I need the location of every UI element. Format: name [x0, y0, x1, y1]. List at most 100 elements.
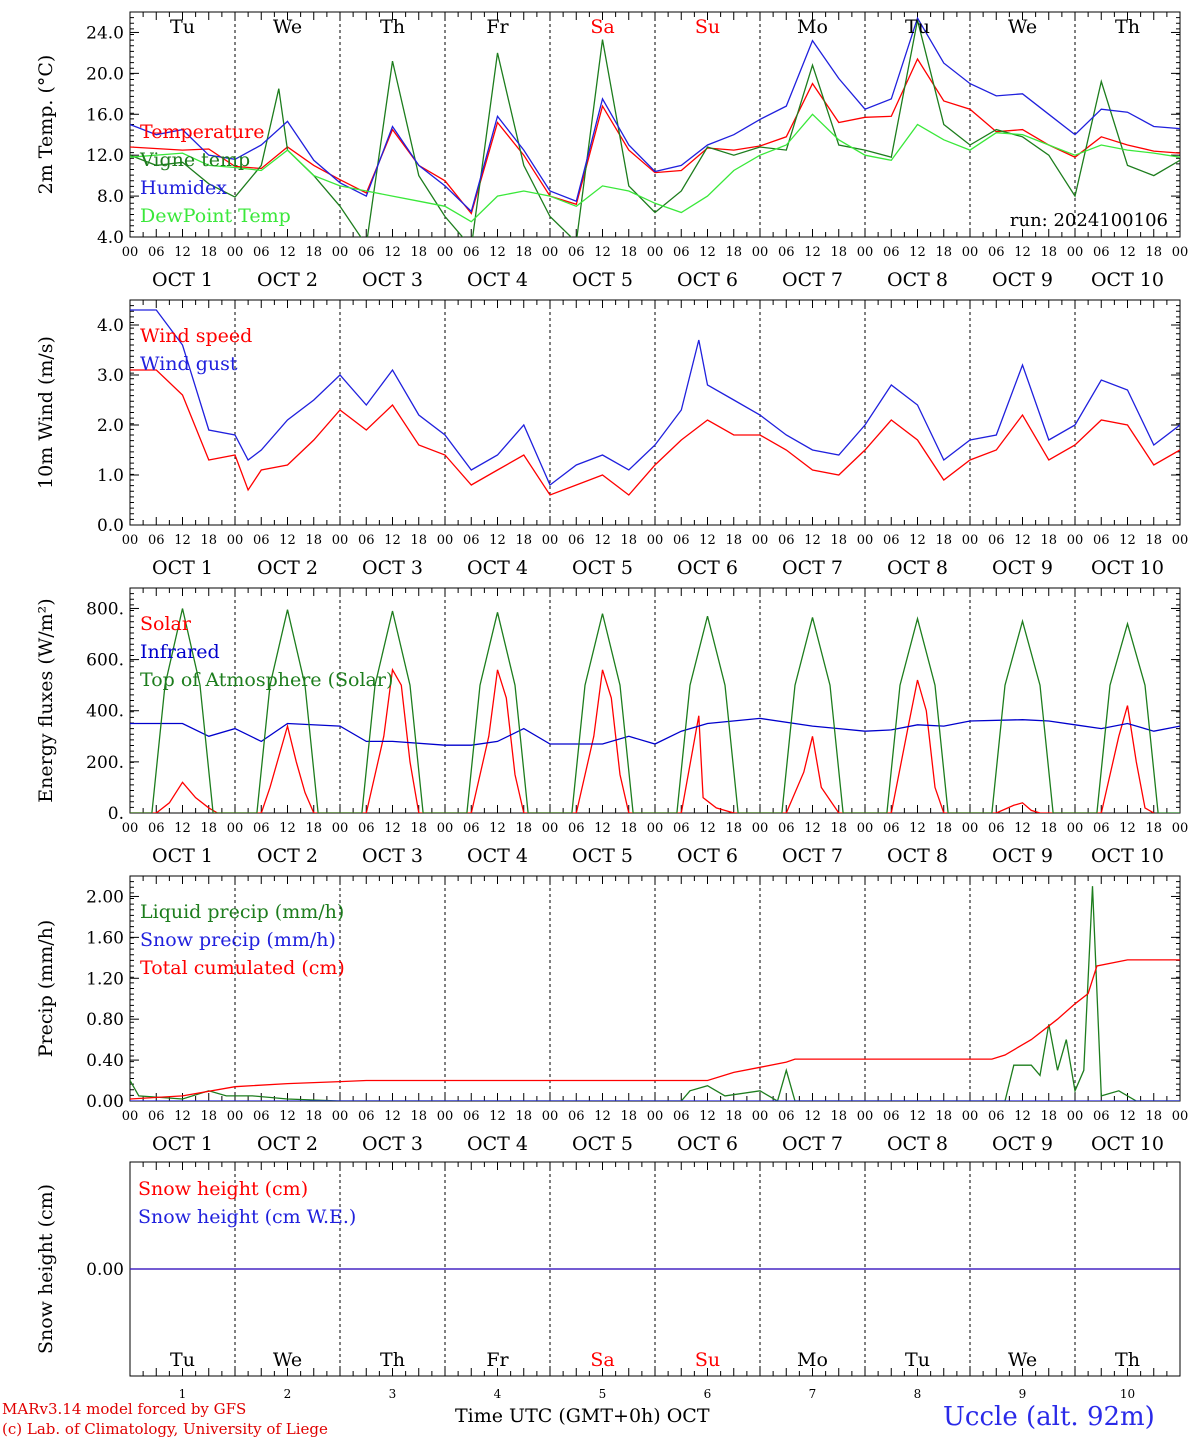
hour-label: 00: [122, 821, 139, 836]
hour-label: 18: [620, 245, 637, 260]
date-label: OCT 4: [467, 1133, 528, 1155]
date-label: OCT 3: [362, 1133, 423, 1155]
y-tick-label: 600.: [86, 651, 124, 671]
hour-label: 00: [437, 821, 454, 836]
hour-label: 18: [200, 1109, 217, 1124]
y-tick-label: 8.0: [97, 187, 124, 207]
hour-label: 12: [594, 1109, 611, 1124]
hour-label: 00: [227, 1109, 244, 1124]
hour-label: 18: [830, 533, 847, 548]
series-line: [130, 608, 1180, 813]
date-label: OCT 8: [887, 845, 948, 867]
station-name: Uccle (alt. 92m): [943, 1402, 1155, 1432]
date-label: OCT 9: [992, 269, 1053, 291]
series-line: [130, 309, 1180, 487]
hour-label: 18: [725, 821, 742, 836]
hour-label: 18: [1040, 245, 1057, 260]
y-tick-label: 0.00: [86, 1260, 124, 1280]
hour-label: 18: [830, 821, 847, 836]
hour-label: 12: [1119, 821, 1136, 836]
hour-label: 00: [1067, 533, 1084, 548]
hour-label: 06: [253, 1109, 270, 1124]
date-label: OCT 5: [572, 845, 633, 867]
day-number: 5: [599, 1387, 607, 1400]
run-label: run: 2024100106: [1010, 210, 1168, 231]
hour-label: 18: [410, 245, 427, 260]
y-tick-label: 4.0: [97, 316, 124, 336]
weekday-label: Tu: [170, 16, 195, 38]
hour-label: 12: [594, 533, 611, 548]
hour-label: 18: [305, 1109, 322, 1124]
legend-entry: Vigne temp: [139, 149, 250, 171]
hour-label: 12: [384, 821, 401, 836]
date-label: OCT 2: [257, 557, 318, 579]
weekday-label: Th: [1115, 1349, 1140, 1371]
date-label: OCT 4: [467, 557, 528, 579]
y-tick-label: 1.0: [97, 466, 124, 486]
hour-label: 12: [174, 245, 191, 260]
y-tick-label: 2.0: [97, 416, 124, 436]
legend-entry: Wind gust: [140, 353, 238, 375]
hour-label: 12: [1119, 533, 1136, 548]
hour-label: 18: [935, 821, 952, 836]
date-label: OCT 5: [572, 1133, 633, 1155]
hour-label: 06: [358, 1109, 375, 1124]
date-label: OCT 5: [572, 269, 633, 291]
legend-entry: Wind speed: [140, 325, 252, 347]
y-tick-label: 16.0: [86, 105, 124, 125]
hour-label: 00: [542, 821, 559, 836]
series-line: [130, 717, 1180, 746]
hour-label: 18: [830, 245, 847, 260]
hour-label: 18: [1040, 1109, 1057, 1124]
series-line: [130, 16, 1180, 213]
hour-label: 18: [935, 245, 952, 260]
model-credit: MARv3.14 model forced by GFS: [2, 1400, 247, 1418]
date-label: OCT 10: [1091, 845, 1164, 867]
hour-label: 12: [1014, 1109, 1031, 1124]
hour-label: 06: [988, 533, 1005, 548]
hour-label: 18: [725, 533, 742, 548]
hour-label: 00: [752, 1109, 769, 1124]
hour-label: 06: [148, 821, 165, 836]
hour-label: 12: [699, 533, 716, 548]
date-label: OCT 10: [1091, 1133, 1164, 1155]
hour-label: 18: [935, 1109, 952, 1124]
hour-label: 00: [1067, 1109, 1084, 1124]
y-tick-label: 24.0: [86, 23, 124, 43]
hour-label: 12: [489, 245, 506, 260]
hour-label: 00: [647, 821, 664, 836]
hour-label: 06: [148, 533, 165, 548]
hour-label: 12: [1014, 533, 1031, 548]
hour-label: 06: [568, 821, 585, 836]
y-tick-label: 200.: [86, 753, 124, 773]
hour-label: 12: [489, 1109, 506, 1124]
hour-label: 12: [909, 821, 926, 836]
hour-label: 00: [962, 533, 979, 548]
y-tick-label: 0.0: [97, 516, 124, 536]
hour-label: 12: [699, 821, 716, 836]
date-label: OCT 4: [467, 845, 528, 867]
hour-label: 00: [1172, 1109, 1189, 1124]
hour-label: 00: [332, 821, 349, 836]
hour-label: 00: [857, 245, 874, 260]
hour-label: 12: [594, 821, 611, 836]
hour-label: 12: [1119, 1109, 1136, 1124]
date-label: OCT 4: [467, 269, 528, 291]
hour-label: 00: [332, 1109, 349, 1124]
weekday-label: Tu: [170, 1349, 195, 1371]
hour-label: 00: [752, 533, 769, 548]
lab-credit: (c) Lab. of Climatology, University of L…: [2, 1420, 328, 1438]
y-tick-label: 1.60: [86, 928, 124, 948]
hour-label: 18: [620, 533, 637, 548]
series-group: [130, 886, 1180, 1101]
y-tick-label: 0.: [108, 804, 124, 824]
hour-label: 18: [515, 245, 532, 260]
legend-entry: Liquid precip (mm/h): [140, 901, 344, 923]
weekday-label: We: [1008, 1349, 1037, 1371]
hour-label: 06: [358, 245, 375, 260]
hour-label: 18: [410, 1109, 427, 1124]
panel-1: 4.0 8.0 12.0 16.0 20.0 24.0 2m Temp. (°C) Tempe…: [35, 11, 1188, 291]
hour-label: 18: [305, 533, 322, 548]
weekday-label: Fr: [486, 16, 509, 38]
y-tick-label: 3.0: [97, 366, 124, 386]
